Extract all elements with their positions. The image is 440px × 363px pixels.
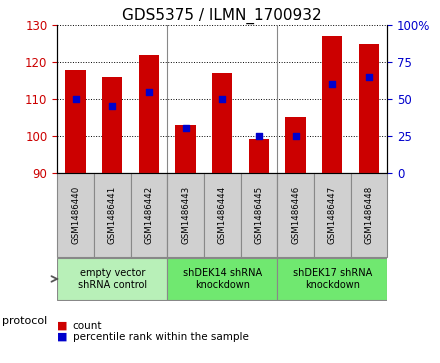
Text: GSM1486441: GSM1486441 — [108, 185, 117, 244]
Text: shDEK14 shRNA
knockdown: shDEK14 shRNA knockdown — [183, 268, 262, 290]
Text: GSM1486443: GSM1486443 — [181, 185, 190, 244]
Point — [255, 133, 262, 139]
Bar — [139, 55, 159, 172]
Text: GSM1486440: GSM1486440 — [71, 185, 80, 244]
FancyBboxPatch shape — [277, 172, 314, 257]
Bar — [322, 36, 342, 172]
Point — [292, 133, 299, 139]
Text: ■: ■ — [57, 321, 68, 331]
Text: GSM1486444: GSM1486444 — [218, 185, 227, 244]
Text: GSM1486442: GSM1486442 — [144, 185, 154, 244]
Text: GSM1486447: GSM1486447 — [328, 185, 337, 244]
Point — [329, 81, 336, 87]
Text: GSM1486448: GSM1486448 — [364, 185, 374, 244]
Point — [145, 89, 152, 94]
Bar — [102, 77, 122, 172]
FancyBboxPatch shape — [131, 172, 167, 257]
Text: empty vector
shRNA control: empty vector shRNA control — [77, 268, 147, 290]
FancyBboxPatch shape — [167, 257, 277, 301]
FancyBboxPatch shape — [241, 172, 277, 257]
Bar — [249, 139, 269, 172]
Text: GSM1486446: GSM1486446 — [291, 185, 300, 244]
Bar — [176, 125, 196, 172]
FancyBboxPatch shape — [277, 257, 387, 301]
Text: ■: ■ — [57, 331, 68, 342]
Bar — [286, 117, 306, 172]
FancyBboxPatch shape — [94, 172, 131, 257]
FancyBboxPatch shape — [167, 172, 204, 257]
FancyBboxPatch shape — [314, 172, 351, 257]
Text: protocol: protocol — [2, 316, 48, 326]
Point — [219, 96, 226, 102]
Title: GDS5375 / ILMN_1700932: GDS5375 / ILMN_1700932 — [122, 8, 322, 24]
Text: count: count — [73, 321, 102, 331]
FancyBboxPatch shape — [57, 172, 94, 257]
Bar — [359, 44, 379, 172]
FancyBboxPatch shape — [351, 172, 387, 257]
Text: GSM1486445: GSM1486445 — [254, 185, 264, 244]
Point — [182, 126, 189, 131]
Point — [109, 103, 116, 109]
Bar — [66, 70, 86, 172]
Text: shDEK17 shRNA
knockdown: shDEK17 shRNA knockdown — [293, 268, 372, 290]
Point — [72, 96, 79, 102]
FancyBboxPatch shape — [204, 172, 241, 257]
Point — [365, 74, 372, 80]
Text: percentile rank within the sample: percentile rank within the sample — [73, 332, 249, 342]
Bar — [212, 73, 232, 172]
FancyBboxPatch shape — [57, 257, 167, 301]
